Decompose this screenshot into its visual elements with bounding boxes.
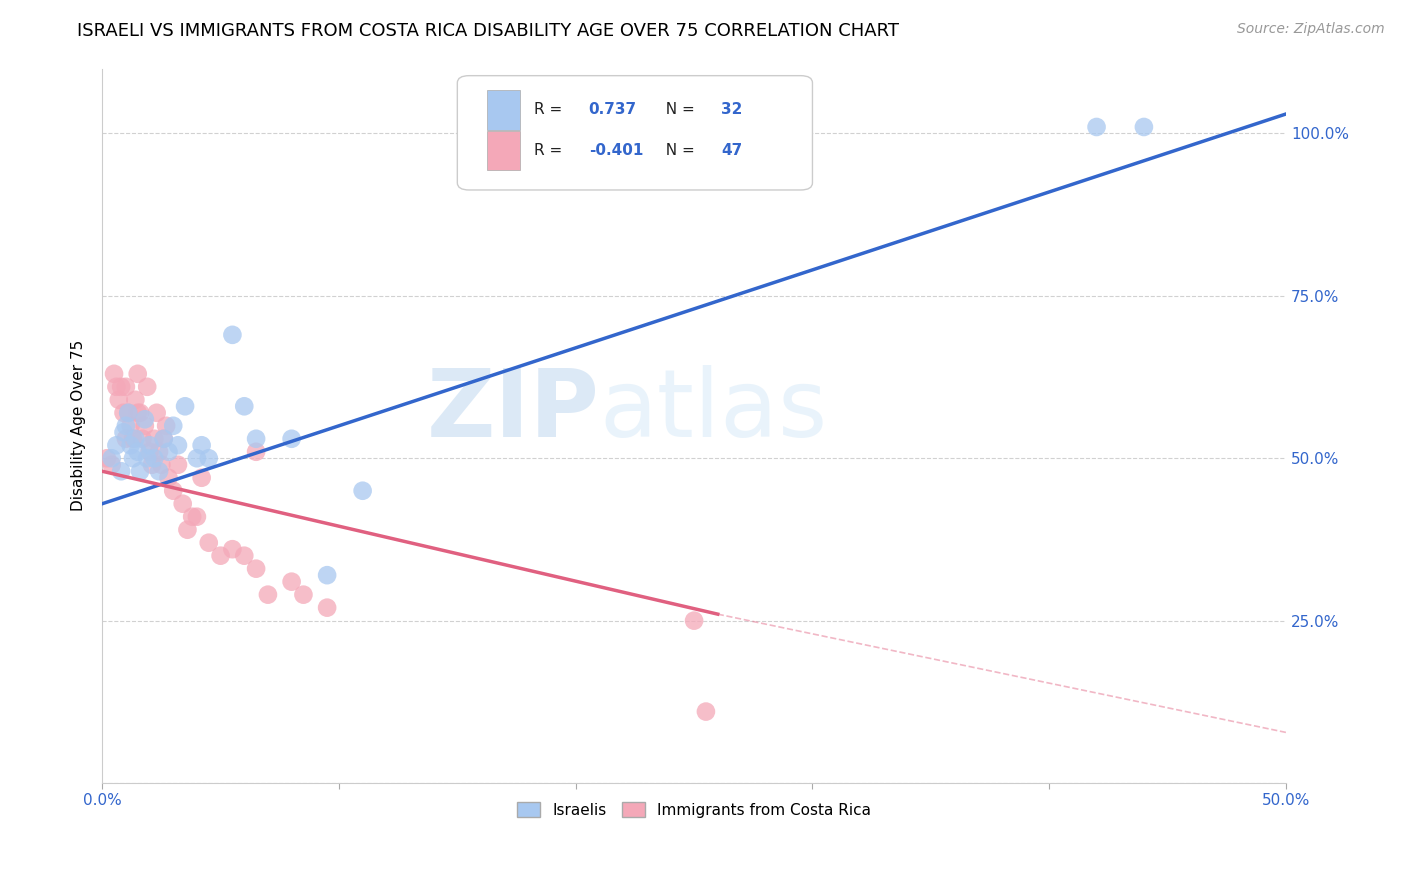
Point bbox=[181, 509, 204, 524]
Point bbox=[167, 458, 190, 472]
Text: Source: ZipAtlas.com: Source: ZipAtlas.com bbox=[1237, 22, 1385, 37]
Point bbox=[221, 327, 243, 342]
Point bbox=[120, 418, 142, 433]
Point bbox=[112, 406, 135, 420]
Point bbox=[162, 418, 184, 433]
Point bbox=[129, 406, 152, 420]
FancyBboxPatch shape bbox=[486, 131, 520, 170]
Point bbox=[124, 432, 146, 446]
Point bbox=[138, 438, 160, 452]
Point bbox=[145, 406, 167, 420]
Point bbox=[1085, 120, 1108, 134]
Point bbox=[280, 574, 302, 589]
Point bbox=[152, 432, 174, 446]
Point bbox=[150, 458, 173, 472]
Point bbox=[157, 471, 180, 485]
Point bbox=[136, 451, 159, 466]
Point bbox=[127, 444, 149, 458]
Point bbox=[245, 444, 267, 458]
Point bbox=[96, 451, 118, 466]
Point bbox=[105, 438, 128, 452]
Point bbox=[105, 380, 128, 394]
Point bbox=[124, 392, 146, 407]
Point bbox=[186, 509, 208, 524]
Point bbox=[110, 380, 132, 394]
Point bbox=[143, 451, 166, 466]
Y-axis label: Disability Age Over 75: Disability Age Over 75 bbox=[72, 340, 86, 511]
Point bbox=[233, 399, 256, 413]
Point bbox=[117, 406, 139, 420]
Point bbox=[131, 432, 153, 446]
Point bbox=[103, 367, 125, 381]
Point bbox=[1133, 120, 1156, 134]
Point bbox=[174, 399, 197, 413]
Point bbox=[115, 380, 138, 394]
Text: N =: N = bbox=[657, 144, 700, 158]
Point bbox=[197, 535, 219, 549]
Point bbox=[107, 392, 129, 407]
Point bbox=[148, 444, 170, 458]
Point bbox=[155, 418, 177, 433]
Point bbox=[190, 438, 212, 452]
Point bbox=[115, 418, 138, 433]
Point bbox=[115, 432, 138, 446]
Point bbox=[122, 432, 145, 446]
Point bbox=[100, 458, 122, 472]
Point bbox=[197, 451, 219, 466]
FancyBboxPatch shape bbox=[486, 90, 520, 129]
Text: atlas: atlas bbox=[599, 366, 828, 458]
Text: ISRAELI VS IMMIGRANTS FROM COSTA RICA DISABILITY AGE OVER 75 CORRELATION CHART: ISRAELI VS IMMIGRANTS FROM COSTA RICA DI… bbox=[77, 22, 900, 40]
Point bbox=[280, 432, 302, 446]
Point bbox=[152, 432, 174, 446]
Text: N =: N = bbox=[657, 103, 700, 118]
Point bbox=[122, 451, 145, 466]
Point bbox=[167, 438, 190, 452]
Point bbox=[143, 432, 166, 446]
Point bbox=[233, 549, 256, 563]
Point bbox=[134, 418, 156, 433]
Point bbox=[186, 451, 208, 466]
Point bbox=[292, 588, 315, 602]
Text: 32: 32 bbox=[721, 103, 742, 118]
Point bbox=[141, 458, 163, 472]
Point bbox=[138, 444, 160, 458]
Point bbox=[129, 464, 152, 478]
Point bbox=[136, 380, 159, 394]
Point bbox=[245, 432, 267, 446]
Text: -0.401: -0.401 bbox=[589, 144, 643, 158]
Point bbox=[257, 588, 280, 602]
Point bbox=[162, 483, 184, 498]
Point bbox=[352, 483, 374, 498]
Legend: Israelis, Immigrants from Costa Rica: Israelis, Immigrants from Costa Rica bbox=[509, 794, 879, 825]
Point bbox=[157, 444, 180, 458]
Text: R =: R = bbox=[534, 103, 568, 118]
Point bbox=[148, 464, 170, 478]
Text: 0.737: 0.737 bbox=[589, 103, 637, 118]
Point bbox=[209, 549, 232, 563]
Point bbox=[120, 438, 142, 452]
Point bbox=[134, 412, 156, 426]
Point bbox=[190, 471, 212, 485]
Point bbox=[176, 523, 198, 537]
Point bbox=[117, 406, 139, 420]
Text: 47: 47 bbox=[721, 144, 742, 158]
Text: R =: R = bbox=[534, 144, 568, 158]
Point bbox=[172, 497, 194, 511]
Point bbox=[683, 614, 706, 628]
Point bbox=[245, 562, 267, 576]
Text: ZIP: ZIP bbox=[426, 366, 599, 458]
Point bbox=[100, 451, 122, 466]
Point bbox=[127, 367, 149, 381]
Point bbox=[110, 464, 132, 478]
Point bbox=[316, 568, 339, 582]
FancyBboxPatch shape bbox=[457, 76, 813, 190]
Point bbox=[112, 425, 135, 440]
Point bbox=[316, 600, 339, 615]
Point bbox=[695, 705, 717, 719]
Point bbox=[127, 406, 149, 420]
Point bbox=[221, 542, 243, 557]
